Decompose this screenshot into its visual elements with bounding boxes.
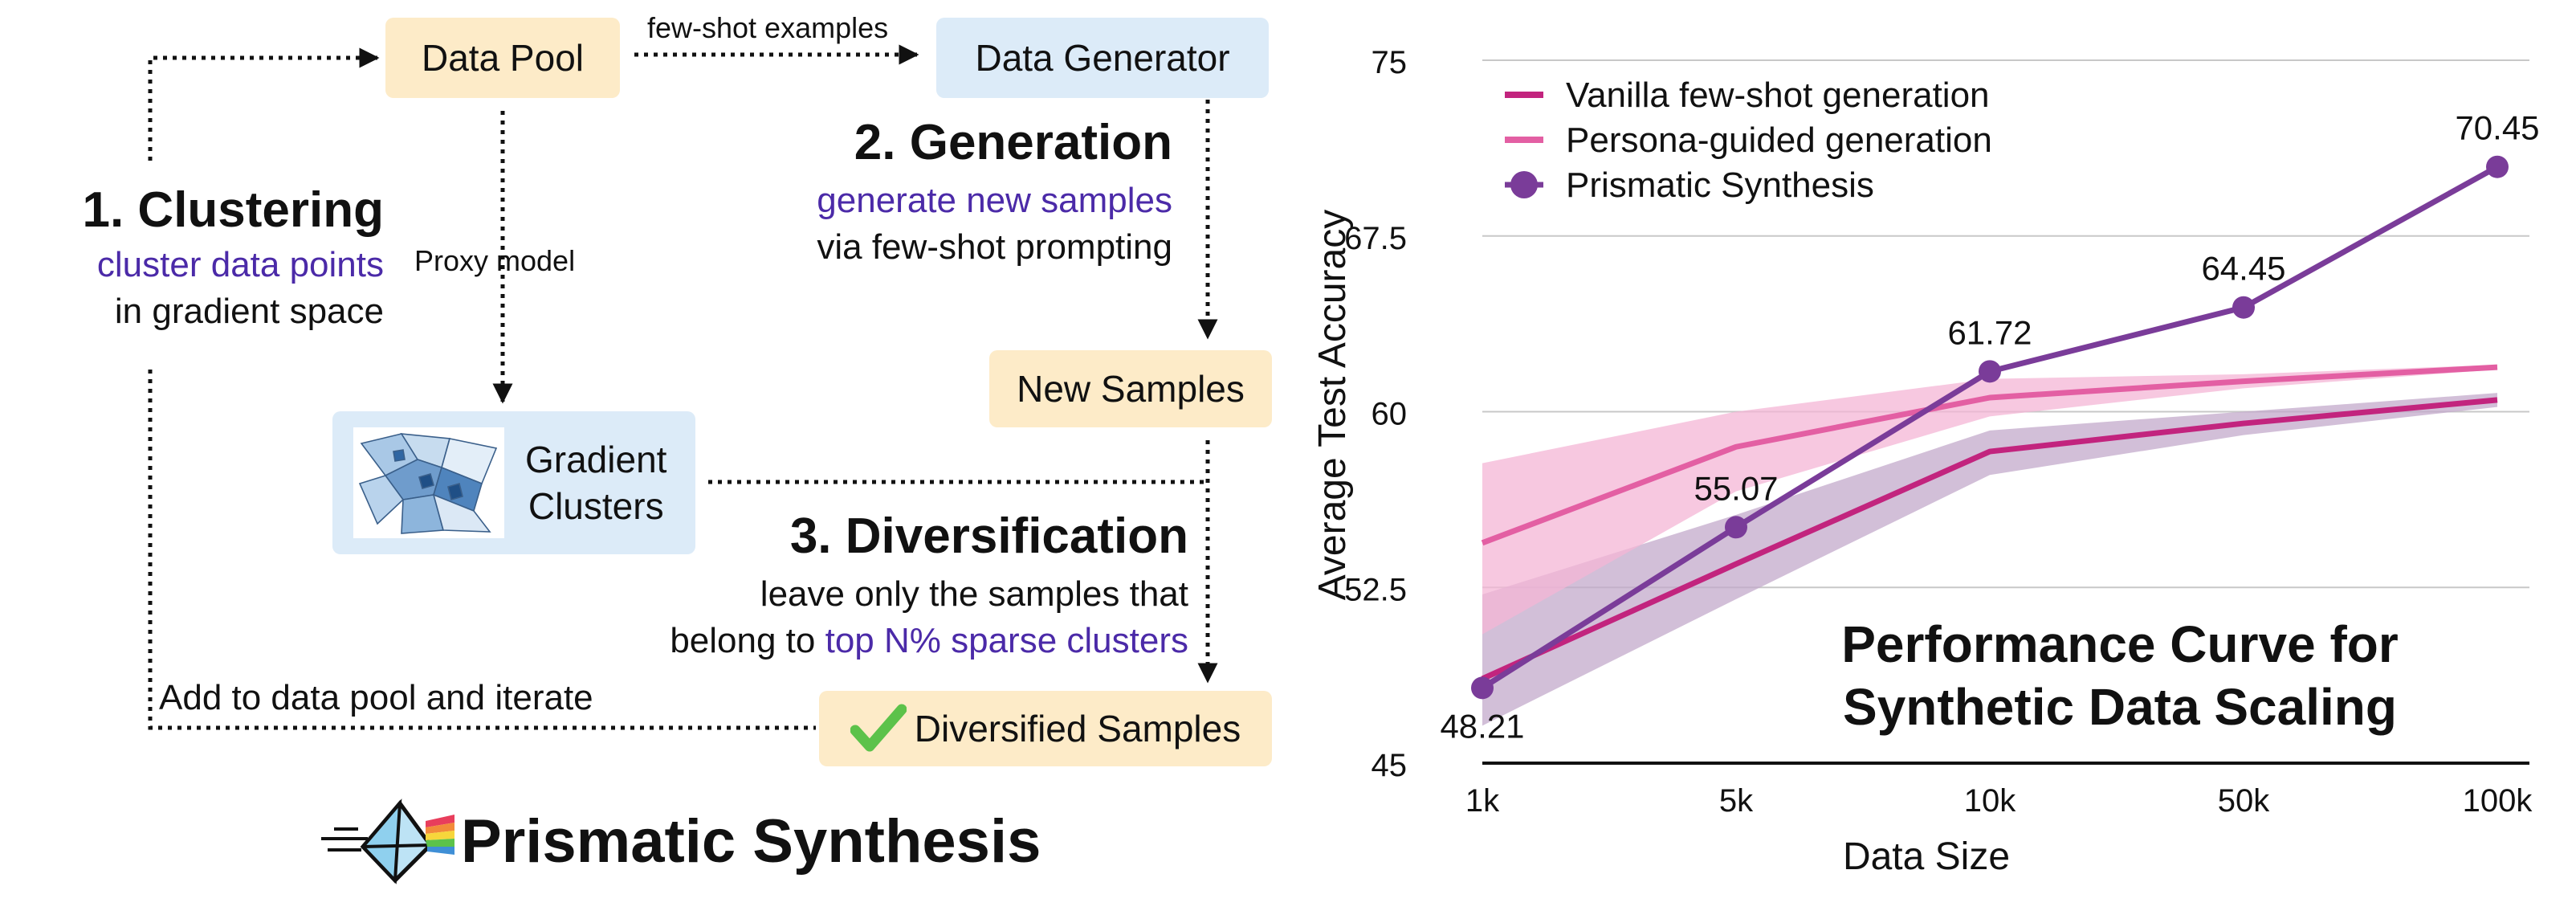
- x-tick-label: 100k: [2463, 783, 2533, 819]
- clustering-line1: cluster data points: [96, 245, 384, 284]
- data-generator-label: Data Generator: [975, 37, 1230, 79]
- axis-ticks: 45 52.5 60 67.5 75 1k 5k 10k 50k 100k: [1344, 45, 2533, 819]
- chart-title-line1: Performance Curve for: [1841, 615, 2399, 673]
- y-axis-label: Average Test Accuracy: [1317, 210, 1354, 601]
- new-samples-box: New Samples: [989, 350, 1272, 427]
- diversification-line2-accent: top N% sparse clusters: [825, 621, 1188, 660]
- performance-chart: 45 52.5 60 67.5 75 1k 5k 10k 50k 100k 48.21 55.07 6…: [1311, 0, 2576, 919]
- y-tick-label: 60: [1372, 397, 1408, 432]
- connector-arrows: [148, 44, 1218, 730]
- data-label: 48.21: [1440, 707, 1524, 745]
- diversification-line2: belong to top N% sparse clusters: [562, 621, 1188, 661]
- arrow-iterate-loop: [148, 370, 816, 730]
- few-shot-examples-label: few-shot examples: [647, 11, 889, 44]
- series-line-1: [1481, 364, 2498, 546]
- proxy-model-label: Proxy model: [414, 244, 576, 277]
- legend-label-2: Prismatic Synthesis: [1566, 165, 1874, 205]
- y-tick-label: 52.5: [1344, 572, 1407, 607]
- pipeline-diagram: Data Pool Data Generator New Samples: [0, 11, 1272, 885]
- diversification-line1: leave only the samples that: [760, 574, 1188, 614]
- series-lines: [1481, 164, 2499, 691]
- prismatic-synthesis-logo: Prismatic Synthesis: [320, 797, 1041, 885]
- data-point-marker: [1979, 360, 2001, 383]
- diversification-line2-prefix: belong to: [670, 621, 825, 660]
- data-point-marker: [2232, 296, 2255, 319]
- x-axis-label: Data Size: [1843, 835, 2010, 878]
- prism-icon: [321, 798, 454, 884]
- data-point-marker: [1725, 516, 1747, 539]
- clustering-title: 1. Clustering: [82, 182, 384, 238]
- arrow-clustering-to-pool: [148, 47, 380, 161]
- logo-text: Prismatic Synthesis: [461, 807, 1041, 876]
- new-samples-label: New Samples: [1017, 368, 1245, 410]
- diversified-samples-label: Diversified Samples: [914, 708, 1241, 749]
- diversified-samples-box: Diversified Samples: [819, 691, 1272, 766]
- x-tick-label: 10k: [1964, 783, 2016, 819]
- x-tick-label: 50k: [2218, 783, 2270, 819]
- diversification-title: 3. Diversification: [789, 508, 1188, 564]
- gradient-clusters-label: Gradient Clusters: [525, 436, 666, 529]
- iterate-label: Add to data pool and iterate: [159, 678, 593, 717]
- y-tick-label: 45: [1372, 748, 1408, 783]
- data-pool-label: Data Pool: [421, 37, 584, 79]
- gradient-clusters-box: Gradient Clusters: [332, 411, 695, 554]
- legend-label-1: Persona-guided generation: [1566, 120, 1992, 160]
- data-point-marker: [2486, 155, 2509, 178]
- step-clustering: 1. Clustering cluster data points in gra…: [0, 182, 384, 332]
- chart-title-line2: Synthetic Data Scaling: [1843, 678, 2397, 736]
- data-label: 70.45: [2455, 109, 2539, 147]
- chart-canvas: 45 52.5 60 67.5 75 1k 5k 10k 50k 100k 48.21 55.07 6…: [1311, 45, 2540, 878]
- confidence-band-1: [1482, 365, 2497, 635]
- data-label: 55.07: [1694, 469, 1778, 507]
- step-diversification: 3. Diversification leave only the sample…: [562, 508, 1188, 661]
- step-generation: 2. Generation generate new samples via f…: [723, 114, 1172, 268]
- check-icon: [850, 704, 907, 752]
- data-generator-box: Data Generator: [936, 18, 1269, 98]
- data-pool-box: Data Pool: [385, 18, 620, 98]
- data-point-marker: [1471, 676, 1494, 700]
- series-line-0: [1481, 397, 2498, 682]
- legend-marker-2: [1510, 171, 1538, 198]
- x-tick-label: 5k: [1719, 783, 1754, 819]
- data-label: 64.45: [2201, 250, 2285, 288]
- x-tick-label: 1k: [1465, 783, 1500, 819]
- data-label: 61.72: [1947, 313, 2032, 351]
- series-markers: [1471, 155, 2509, 700]
- legend: Vanilla few-shot generation Persona-guide…: [1505, 76, 1992, 205]
- y-tick-label: 75: [1372, 45, 1408, 80]
- data-labels: 48.21 55.07 61.72 64.45 70.45: [1440, 109, 2539, 745]
- voronoi-clusters-icon: [353, 427, 504, 538]
- clustering-line2: in gradient space: [114, 292, 384, 331]
- gradient-clusters-line2: Clusters: [528, 485, 664, 527]
- generation-title: 2. Generation: [854, 115, 1172, 170]
- gradient-clusters-line1: Gradient: [525, 439, 667, 480]
- legend-label-0: Vanilla few-shot generation: [1566, 76, 1990, 115]
- y-tick-label: 67.5: [1344, 221, 1407, 256]
- generation-line1: generate new samples: [817, 181, 1172, 220]
- generation-line2: via few-shot prompting: [817, 227, 1172, 267]
